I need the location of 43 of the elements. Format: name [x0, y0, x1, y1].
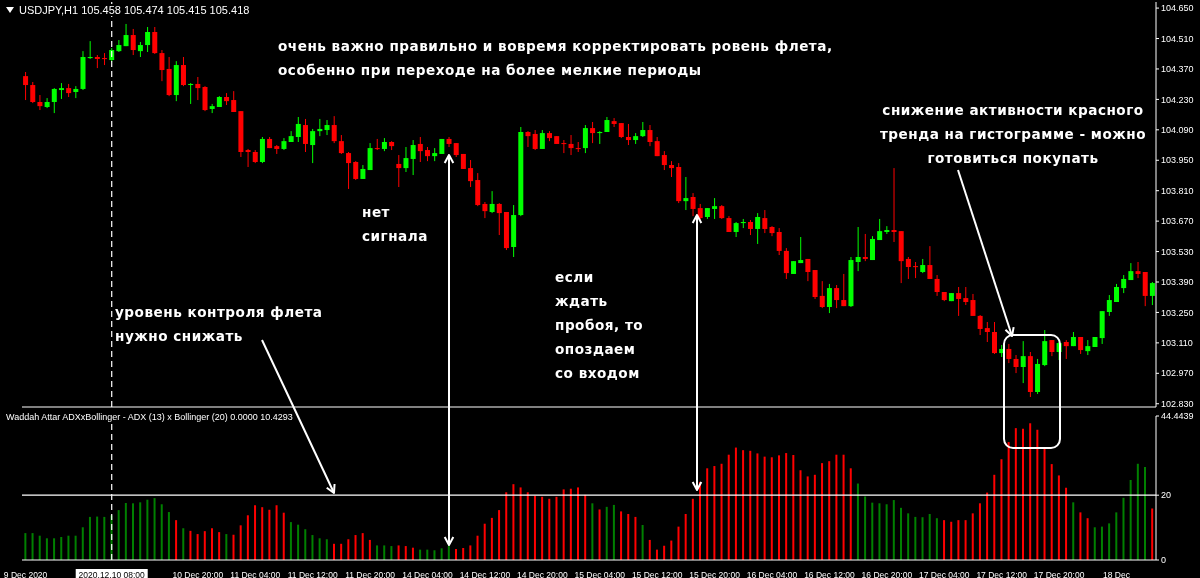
annotation: нет сигнала: [362, 203, 429, 246]
y-tick-label: 20: [1161, 490, 1172, 501]
x-tick-label: 17 Dec 04:00: [918, 570, 970, 578]
y-tick-label: 103.110: [1161, 338, 1193, 349]
annotation: уровень контроля флета нужно снижать: [115, 303, 324, 346]
chart-title: Waddah Attar ADXxBollinger - ADX (13) x Bollinger (20) 0.0000 10.4293: [6, 412, 293, 422]
x-tick-label: 11 Dec 04:00: [230, 570, 281, 578]
y-tick-label: 104.510: [1161, 33, 1194, 44]
x-tick-label: 11 Dec 12:00: [287, 570, 338, 578]
x-tick-label: 17 Dec 12:00: [976, 570, 1028, 578]
y-tick-label: 102.830: [1161, 398, 1194, 409]
y-tick-label: 104.090: [1161, 125, 1194, 136]
chart-title: USDJPY,H1 105.458 105.474 105.415 105.418: [19, 4, 250, 16]
annotation: снижение активности красного тренда на гистограмме - можно готовиться покупать: [878, 101, 1148, 168]
x-tick-label: 16 Dec 20:00: [861, 570, 913, 578]
y-tick-label: 44.4439: [1161, 411, 1194, 422]
y-tick-label: 103.390: [1161, 277, 1194, 288]
x-tick-label: 14 Dec 12:00: [459, 570, 511, 578]
x-tick-label: 15 Dec 04:00: [574, 570, 626, 578]
x-tick-label: 14 Dec 20:00: [517, 570, 568, 578]
annotation: если ждать пробоя, то опоздаем со входом: [555, 268, 645, 383]
y-tick-label: 102.970: [1161, 368, 1194, 379]
x-tick-label: 16 Dec 04:00: [746, 570, 798, 578]
y-tick-label: 104.370: [1161, 64, 1194, 75]
x-tick-label: 18 Dec: [1103, 570, 1131, 578]
y-tick-label: 103.810: [1161, 185, 1194, 196]
x-tick-label: 11 Dec 20:00: [345, 570, 396, 578]
x-tick-label: 16 Dec 12:00: [804, 570, 855, 578]
x-tick-label: 15 Dec 20:00: [689, 570, 741, 578]
y-tick-label: 103.250: [1161, 307, 1194, 318]
y-tick-label: 0: [1161, 555, 1167, 566]
x-tick-label: 9 Dec 2020: [3, 570, 48, 578]
x-tick-label: 10 Dec 20:00: [172, 570, 224, 578]
y-tick-label: 103.670: [1161, 216, 1194, 227]
y-tick-label: 104.650: [1161, 3, 1194, 14]
y-tick-label: 103.950: [1161, 155, 1194, 166]
x-tick-label: 15 Dec 12:00: [631, 570, 683, 578]
x-tick-label: 14 Dec 04:00: [402, 570, 454, 578]
y-tick-label: 104.230: [1161, 94, 1194, 105]
x-tick-label: 17 Dec 20:00: [1033, 570, 1085, 578]
x-tick-label: 2020.12.10 08:00: [78, 570, 146, 578]
annotation: очень важно правильно и вовремя корректировать ровень флета, особенно при переходе на более мелкие периоды: [278, 37, 834, 80]
y-tick-label: 103.530: [1161, 246, 1194, 257]
